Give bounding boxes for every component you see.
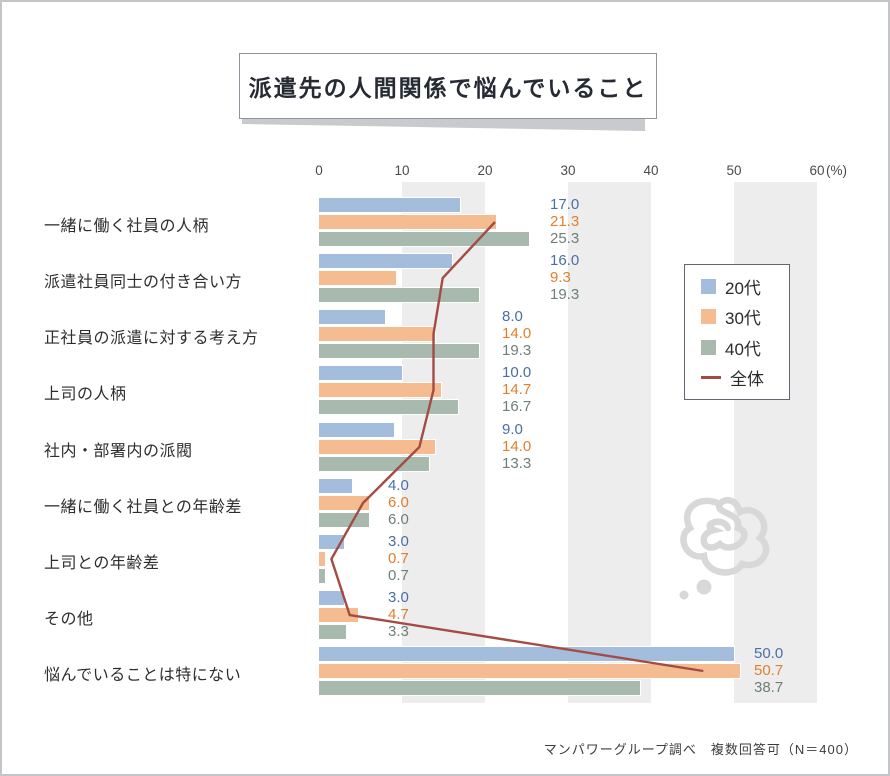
x-tick: 60	[809, 163, 825, 178]
category-label: 社内・部署内の派閥	[44, 443, 193, 460]
category-label: 一緒に働く社員の人柄	[44, 218, 210, 235]
bar-30代	[319, 383, 441, 397]
bar-30代	[319, 608, 358, 622]
x-axis-unit: (%)	[826, 163, 847, 178]
bar-20代	[319, 479, 353, 493]
legend-swatch-全体	[701, 375, 721, 379]
value-label: 9.3	[550, 269, 571, 286]
category-label: 一緒に働く社員との年齢差	[44, 499, 242, 516]
category-label: 悩んでいることは特にない	[44, 667, 242, 684]
value-label: 3.3	[388, 623, 409, 640]
bar-20代	[319, 198, 461, 212]
value-label: 14.0	[502, 325, 532, 342]
legend-item: 40代	[701, 335, 789, 360]
legend-swatch-40代	[701, 339, 716, 355]
x-tick: 10	[394, 163, 410, 178]
value-label: 6.0	[388, 494, 409, 511]
grid-band	[568, 182, 651, 703]
legend-label: 40代	[725, 339, 761, 359]
category-label: 上司との年齢差	[44, 555, 160, 572]
category-label: 上司の人柄	[44, 386, 127, 403]
value-label: 4.0	[388, 477, 409, 494]
x-tick: 40	[643, 163, 659, 178]
value-label: 50.7	[754, 662, 784, 679]
chart-title-box: 派遣先の人間関係で悩んでいること	[239, 53, 657, 119]
legend-item: 全体	[701, 365, 789, 390]
bar-30代	[319, 440, 436, 454]
bar-40代	[319, 400, 458, 414]
legend-swatch-30代	[701, 309, 716, 325]
bar-30代	[319, 327, 436, 341]
source-note: マンパワーグループ調べ 複数回答可（N＝400）	[543, 742, 858, 757]
value-label: 8.0	[502, 308, 523, 325]
bar-20代	[319, 647, 734, 661]
value-label: 19.3	[550, 286, 580, 303]
value-label: 3.0	[388, 589, 409, 606]
chart-title: 派遣先の人間関係で悩んでいること	[248, 75, 648, 101]
bar-40代	[319, 457, 430, 471]
value-label: 4.7	[388, 606, 409, 623]
bar-40代	[319, 344, 480, 358]
category-label: 派遣社員同士の付き合い方	[44, 274, 243, 291]
x-tick: 20	[477, 163, 493, 178]
grid-band	[734, 182, 817, 703]
value-label: 10.0	[502, 364, 532, 381]
bar-40代	[319, 625, 347, 639]
bar-40代	[319, 569, 325, 583]
value-label: 19.3	[502, 342, 532, 359]
value-label: 16.0	[550, 252, 580, 269]
legend-item: 30代	[701, 304, 789, 329]
value-label: 16.7	[502, 398, 532, 415]
legend-label: 30代	[725, 309, 761, 329]
bar-30代	[319, 215, 496, 229]
value-label: 6.0	[388, 511, 409, 528]
value-label: 9.0	[502, 421, 523, 438]
legend: 20代 30代 40代全体	[684, 264, 790, 400]
value-label: 13.3	[502, 455, 532, 472]
category-label: 正社員の派遣に対する考え方	[44, 330, 259, 347]
bar-40代	[319, 232, 529, 246]
legend-swatch-20代	[701, 279, 716, 295]
x-tick: 0	[315, 163, 323, 178]
bar-20代	[319, 535, 344, 549]
bar-30代	[319, 496, 369, 510]
value-label: 21.3	[550, 213, 580, 230]
bar-30代	[319, 271, 397, 285]
bar-20代	[319, 591, 344, 605]
value-label: 17.0	[550, 196, 580, 213]
bar-40代	[319, 681, 641, 695]
value-label: 0.7	[388, 550, 409, 567]
bar-20代	[319, 310, 386, 324]
value-label: 0.7	[388, 567, 409, 584]
value-label: 38.7	[754, 679, 784, 696]
value-label: 3.0	[388, 533, 409, 550]
bar-20代	[319, 423, 394, 437]
legend-item: 20代	[701, 274, 789, 299]
x-tick: 50	[726, 163, 742, 178]
bar-30代	[319, 664, 740, 678]
bar-30代	[319, 552, 325, 566]
bar-40代	[319, 288, 480, 302]
value-label: 14.7	[502, 381, 532, 398]
value-label: 14.0	[502, 438, 532, 455]
bar-20代	[319, 254, 452, 268]
legend-label: 20代	[725, 279, 761, 299]
category-label: その他	[44, 611, 94, 628]
value-label: 50.0	[754, 645, 784, 662]
value-label: 25.3	[550, 230, 580, 247]
bar-20代	[319, 366, 402, 380]
bar-40代	[319, 513, 369, 527]
x-tick: 30	[560, 163, 576, 178]
legend-label: 全体	[730, 369, 764, 389]
